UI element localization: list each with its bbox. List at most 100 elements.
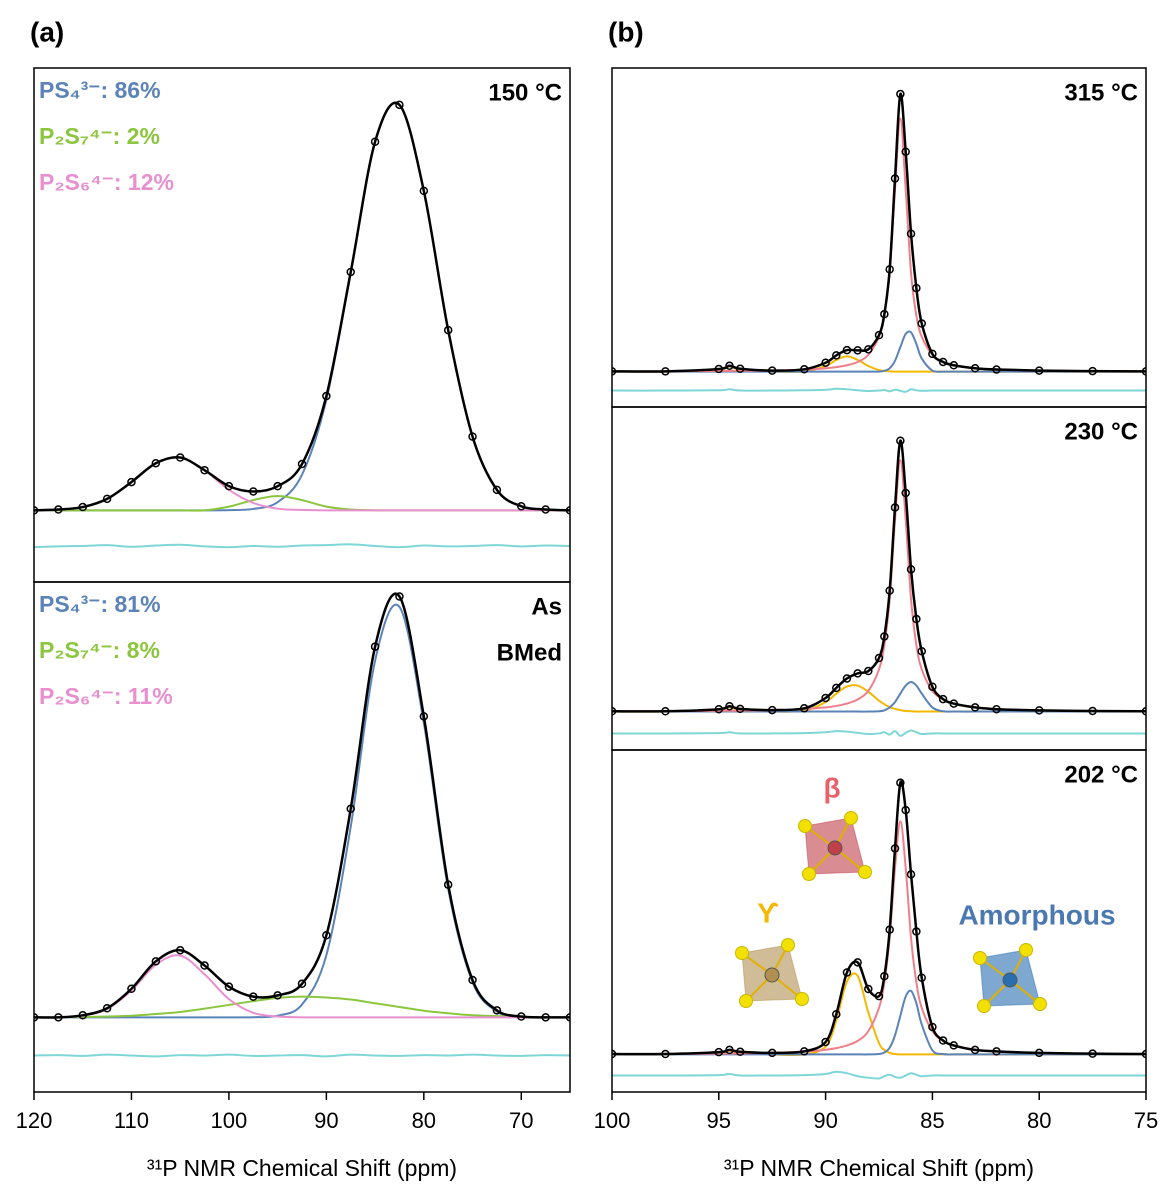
- data-point: [346, 267, 355, 277]
- data-point: [1141, 367, 1146, 376]
- x-axis-label: ³¹P NMR Chemical Shift (ppm): [724, 1155, 1034, 1181]
- data-point: [885, 586, 894, 595]
- data-point: [912, 614, 921, 624]
- data-point: [864, 984, 873, 994]
- annotation: PS₄³⁻: 86%: [39, 77, 161, 103]
- x-tick-label: 90: [813, 1108, 837, 1133]
- data-point: [54, 1013, 63, 1022]
- data-point: [273, 991, 282, 1000]
- condition-label: 150 °C: [488, 79, 562, 106]
- data-point: [938, 694, 948, 704]
- annotation: P₂S₆⁴⁻: 11%: [39, 683, 173, 709]
- data-point: [541, 1013, 550, 1022]
- data-point: [928, 349, 937, 359]
- x-tick-label: 100: [594, 1108, 631, 1133]
- data-point: [735, 364, 745, 374]
- data-point: [912, 927, 921, 936]
- data-point: [938, 1036, 948, 1045]
- data-point: [821, 358, 830, 367]
- condition-label: 230 °C: [1064, 418, 1138, 445]
- data-point: [874, 330, 884, 340]
- annotation: Amorphous: [958, 899, 1115, 930]
- spectrum-line: [34, 954, 570, 1019]
- data-point: [200, 961, 209, 970]
- sulfur-atom: [781, 938, 795, 952]
- data-point: [54, 505, 63, 514]
- sulfur-atom: [795, 992, 809, 1006]
- data-point: [767, 366, 777, 375]
- spectrum-line: [612, 684, 1146, 713]
- data-point: [890, 844, 900, 853]
- plot-frame: [611, 67, 1147, 408]
- phosphorus-atom: [827, 840, 843, 856]
- data-point: [725, 1045, 734, 1055]
- plot-frame: [33, 581, 571, 1093]
- spectrum-line: [612, 989, 1146, 1056]
- data-point: [928, 1022, 937, 1032]
- plot-area: [612, 89, 1146, 393]
- data-point: [949, 361, 959, 370]
- data-point: [395, 100, 404, 110]
- spectrum-line: [34, 543, 570, 549]
- phosphorus-atom: [1002, 972, 1018, 988]
- structure-icon: [798, 811, 872, 881]
- data-point: [297, 979, 307, 989]
- data-point: [1088, 1049, 1097, 1058]
- data-point: [1088, 706, 1097, 716]
- plot-frame: [611, 406, 1147, 751]
- annotation: PS₄³⁻: 81%: [39, 591, 161, 617]
- data-point: [725, 361, 734, 371]
- data-point: [821, 693, 830, 703]
- spectrum-line: [612, 729, 1146, 737]
- spectrum-line: [34, 995, 570, 1019]
- data-point: [346, 804, 355, 814]
- x-tick-label: 85: [920, 1108, 944, 1133]
- data-point: [992, 1047, 1001, 1056]
- sulfur-atom: [1033, 997, 1047, 1011]
- structure-icon: [973, 943, 1047, 1013]
- data-point: [714, 704, 724, 714]
- data-point: [714, 364, 724, 374]
- data-point: [1034, 706, 1044, 715]
- sulfur-atom: [798, 819, 812, 833]
- data-point: [917, 646, 926, 656]
- sulfur-atom: [739, 994, 753, 1008]
- spectrum-line: [34, 101, 570, 512]
- plot-area: [34, 592, 570, 1058]
- sulfur-atom: [977, 999, 991, 1013]
- data-point: [949, 1041, 959, 1050]
- spectrum-line: [612, 92, 1146, 373]
- data-point: [224, 481, 234, 491]
- data-point: [297, 459, 307, 469]
- x-tick-label: 110: [114, 1108, 149, 1133]
- data-point: [949, 699, 959, 708]
- data-point: [151, 957, 161, 966]
- data-point: [78, 1011, 87, 1020]
- sulfur-atom: [735, 946, 749, 960]
- data-point: [1141, 1049, 1146, 1059]
- data-point: [896, 89, 905, 99]
- data-point: [917, 973, 926, 982]
- data-point: [901, 147, 910, 156]
- condition-label: 315 °C: [1064, 79, 1138, 106]
- data-point: [799, 704, 809, 713]
- data-point: [735, 1047, 745, 1057]
- data-point: [249, 992, 258, 1001]
- structure-icon: [735, 938, 809, 1008]
- spectrum-line: [34, 101, 570, 512]
- data-point: [34, 1013, 39, 1022]
- data-point: [864, 666, 873, 676]
- plot-area: [612, 436, 1146, 737]
- data-point: [517, 1012, 526, 1021]
- data-point: [928, 682, 937, 691]
- sulfur-atom: [973, 951, 987, 965]
- data-point: [912, 283, 921, 293]
- data-point: [1141, 707, 1146, 716]
- plot-frame: [611, 749, 1147, 1093]
- data-point: [890, 174, 900, 183]
- data-point: [970, 364, 980, 373]
- annotation: P₂S₇⁴⁻: 8%: [39, 637, 160, 663]
- data-point: [890, 503, 900, 512]
- data-point: [395, 592, 404, 601]
